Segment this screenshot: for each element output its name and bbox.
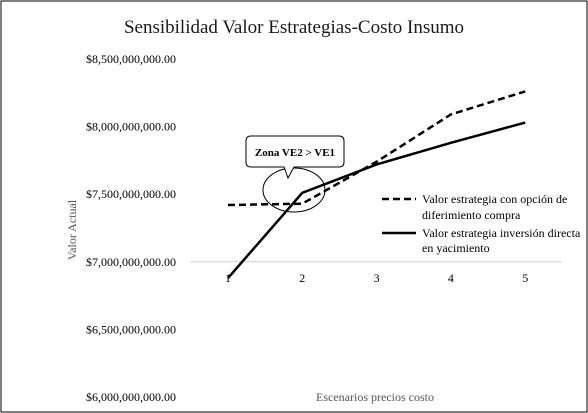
- x-tick-label: 3: [374, 271, 380, 285]
- series-line-1: [227, 90, 526, 207]
- callout-bubble: [245, 135, 345, 180]
- y-tick-label: $6,500,000,000.00: [86, 322, 176, 336]
- legend: Valor estrategia con opción de diferimie…: [382, 192, 581, 255]
- legend-label-1a: Valor estrategia con opción de: [422, 192, 567, 206]
- y-axis-title: Valor Actual: [65, 199, 79, 260]
- series-line-2: [227, 121, 526, 279]
- chart-title: Sensibilidad Valor Estrategias-Costo Ins…: [124, 17, 464, 38]
- y-tick-label: $7,500,000,000.00: [86, 187, 176, 201]
- annotation-callout: Zona VE2 > VE1: [245, 135, 345, 213]
- series-layer: [227, 90, 526, 279]
- y-tick-labels: $6,000,000,000.00 $6,500,000,000.00 $7,000…: [86, 52, 176, 404]
- legend-label-1b: diferimiento compra: [422, 208, 521, 222]
- legend-label-2b: en yacimiento: [422, 241, 490, 255]
- y-tick-label: $7,000,000,000.00: [86, 255, 176, 269]
- y-tick-label: $8,000,000,000.00: [86, 120, 176, 134]
- legend-label-2a: Valor estrategia inversión directa: [422, 226, 581, 240]
- y-tick-label: $6,000,000,000.00: [86, 390, 176, 404]
- x-axis-title: Escenarios precios costo: [316, 390, 434, 404]
- x-tick-label: 5: [522, 271, 528, 285]
- x-tick-label: 2: [299, 271, 305, 285]
- x-tick-label: 4: [448, 271, 454, 285]
- y-tick-label: $8,500,000,000.00: [86, 52, 176, 66]
- callout-label: Zona VE2 > VE1: [255, 147, 335, 159]
